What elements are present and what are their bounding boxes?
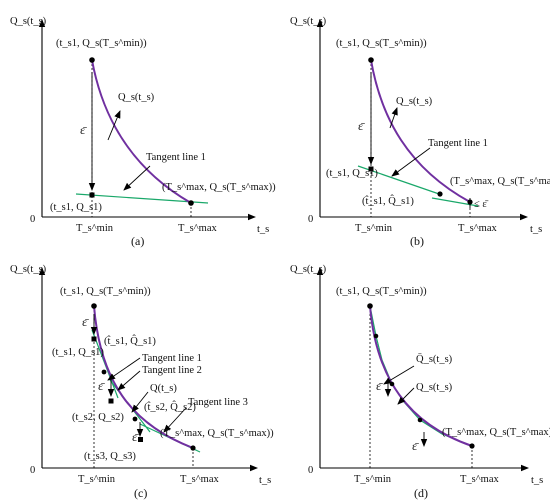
panel-a: Q_s(t_s) 0 t_s T_s^min T_s^max (a) (t_s1… (10, 16, 276, 248)
top-point-marker (368, 57, 374, 63)
tangent1-arrow (107, 357, 141, 381)
curve-q (93, 305, 194, 449)
tick-max-label: T_s^max (180, 474, 220, 485)
hat-point-label: (t̂_s1, Q̂_s1) (362, 194, 414, 207)
curve-label: Q_s(t_s) (118, 92, 155, 103)
y-axis-label: Q_s(t_s) (290, 16, 327, 27)
top-point-label: (t_s1, Q_s(T_s^min)) (336, 38, 427, 49)
tangent2-arrow (117, 370, 141, 391)
curve-label: Q_s(t_s) (396, 96, 433, 107)
tangent-point-marker (368, 166, 374, 172)
top-point-marker (367, 303, 373, 309)
eps-label: ε̄ (358, 119, 365, 133)
top-point-label: (t_s1, Q_s(T_s^min)) (60, 286, 151, 297)
hat1-label: (t̂_s1, Q̂_s1) (104, 334, 156, 347)
eps-top-label: ε̄ (82, 315, 89, 329)
origin-label: 0 (308, 214, 313, 225)
eps-mid-label: ε̄ (98, 379, 105, 393)
hat1-marker (101, 369, 107, 375)
approx-arrow (383, 365, 415, 385)
panel-d: Q_s(t_s) 0 t_s T_s^min T_s^max (d) (t_s1… (290, 264, 550, 500)
curve-qs (370, 59, 471, 203)
curve-label-arrow (107, 110, 121, 141)
eps-low-label: ε̄ (412, 439, 419, 453)
p2-label: (t_s2, Q_s2) (72, 412, 124, 423)
x-axis-label: t_s (257, 224, 269, 235)
tangent-label-arrow (123, 165, 151, 191)
tick-max-label: T_s^max (460, 474, 500, 485)
end-point-label: (T_s^max, Q_s(T_s^max)) (162, 182, 276, 193)
panel-caption: (d) (414, 486, 428, 500)
tangent2-label: Tangent line 2 (142, 365, 202, 376)
tick-min-label: T_s^min (78, 474, 116, 485)
tangent-label-arrow (391, 147, 431, 177)
curve-label-arrow (397, 387, 415, 405)
origin-label: 0 (30, 465, 35, 476)
panel-b: Q_s(t_s) 0 t_s T_s^min T_s^max (b) (t_s1… (290, 16, 550, 248)
top-point-label: (t_s1, Q_s(T_s^min)) (336, 286, 427, 297)
p1-label: (t_s1, Q_s1) (52, 347, 104, 358)
panel-caption: (b) (410, 234, 424, 248)
tick-max-label: T_s^max (178, 223, 218, 234)
panel-caption: (a) (131, 234, 144, 248)
end-point-label: (T_s^max, Q_s(T_s^max)) (450, 176, 550, 187)
tangent-point-label: (t_s1, Q_s1) (326, 168, 378, 179)
eps-mid-label: ε̄ (376, 379, 383, 393)
hat-point-marker (437, 191, 443, 197)
end-point-label: (T_s^max, Q_s(T_s^max)) (442, 427, 550, 438)
tick-min-label: T_s^min (355, 223, 393, 234)
leq-eps-label: ≤ ε̄ (474, 199, 489, 210)
curve-qs (91, 59, 192, 204)
tangent1-label: Tangent line 1 (142, 353, 202, 364)
x-axis-label: t_s (259, 475, 271, 486)
origin-label: 0 (308, 465, 313, 476)
y-axis-label: Q_s(t_s) (10, 16, 47, 27)
approx-polyline (369, 305, 473, 447)
eps-low-label: ε̄ (132, 430, 139, 444)
hat2-label: (t̂_s2, Q̂_s2) (144, 400, 196, 413)
tangent-point-label: (t_s1, Q_s1) (50, 202, 102, 213)
y-axis-label: Q_s(t_s) (290, 264, 327, 275)
tick-min-label: T_s^min (76, 223, 114, 234)
p3-label: (t_s3, Q_s3) (84, 451, 136, 462)
curve-label-arrow (389, 107, 398, 129)
top-point-label: (t_s1, Q_s(T_s^min)) (56, 38, 147, 49)
tangent-line-1 (75, 193, 209, 204)
tangent-label: Tangent line 1 (146, 152, 206, 163)
end-point-label: (T_s^max, Q_s(T_s^max)) (160, 428, 274, 439)
y-axis-label: Q_s(t_s) (10, 264, 47, 275)
x-axis-label: t_s (530, 224, 542, 235)
x-axis-label: t_s (531, 475, 543, 486)
vertex-3 (417, 417, 423, 423)
end-point-marker (188, 200, 194, 206)
curve-label: Q_s(t_s) (416, 382, 453, 393)
curve-label-arrow (131, 391, 149, 413)
eps-label: ε̄ (80, 123, 87, 137)
vertex-1 (373, 333, 379, 339)
p2-marker (108, 398, 114, 404)
panel-caption: (c) (134, 486, 147, 500)
vertex-2 (389, 381, 395, 387)
tangent3-label: Tangent line 3 (188, 397, 248, 408)
top-point-marker (91, 303, 97, 309)
tangent-point-marker (89, 192, 95, 198)
tick-min-label: T_s^min (354, 474, 392, 485)
p1-marker (91, 336, 97, 342)
tick-max-label: T_s^max (458, 223, 498, 234)
panel-c: Q_s(t_s) 0 t_s T_s^min T_s^max (c) (t_s1… (10, 264, 274, 500)
end-point-marker (190, 445, 196, 451)
tangent3-arrow (163, 407, 187, 433)
p3-marker (138, 437, 143, 442)
curve-qs (369, 305, 473, 447)
top-point-marker (89, 57, 95, 63)
tangent-label: Tangent line 1 (428, 138, 488, 149)
curve-label: Q(t_s) (150, 383, 177, 394)
origin-label: 0 (30, 214, 35, 225)
end-point-marker (469, 443, 475, 449)
hat2-marker (132, 416, 138, 422)
approx-label: Q̄_s(t_s) (416, 353, 453, 365)
